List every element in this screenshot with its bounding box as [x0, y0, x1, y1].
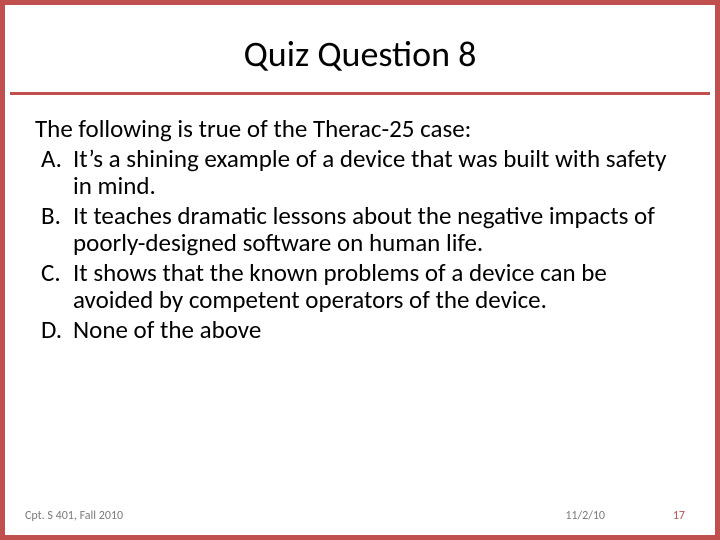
footer-date: 11/2/10 — [565, 509, 605, 523]
option-text: It shows that the known problems of a de… — [73, 259, 685, 314]
question-stem: The following is true of the Therac-25 c… — [35, 115, 685, 143]
option-label: C. — [35, 259, 73, 314]
options-list: A. It’s a shining example of a device th… — [35, 145, 685, 344]
option-text: None of the above — [73, 316, 685, 344]
option-d: D. None of the above — [35, 316, 685, 344]
option-text: It teaches dramatic lessons about the ne… — [73, 202, 685, 257]
option-label: D. — [35, 316, 73, 344]
body-region: The following is true of the Therac-25 c… — [35, 115, 685, 475]
footer-region: Cpt. S 401, Fall 2010 11/2/10 17 — [25, 503, 695, 523]
option-c: C. It shows that the known problems of a… — [35, 259, 685, 314]
slide-frame: Quiz Question 8 The following is true of… — [0, 0, 720, 540]
footer-course: Cpt. S 401, Fall 2010 — [25, 509, 123, 523]
title-region: Quiz Question 8 — [10, 15, 710, 95]
option-a: A. It’s a shining example of a device th… — [35, 145, 685, 200]
slide-title: Quiz Question 8 — [244, 32, 477, 76]
option-text: It’s a shining example of a device that … — [73, 145, 685, 200]
footer-page-number: 17 — [673, 509, 685, 523]
option-label: A. — [35, 145, 73, 200]
option-label: B. — [35, 202, 73, 257]
option-b: B. It teaches dramatic lessons about the… — [35, 202, 685, 257]
